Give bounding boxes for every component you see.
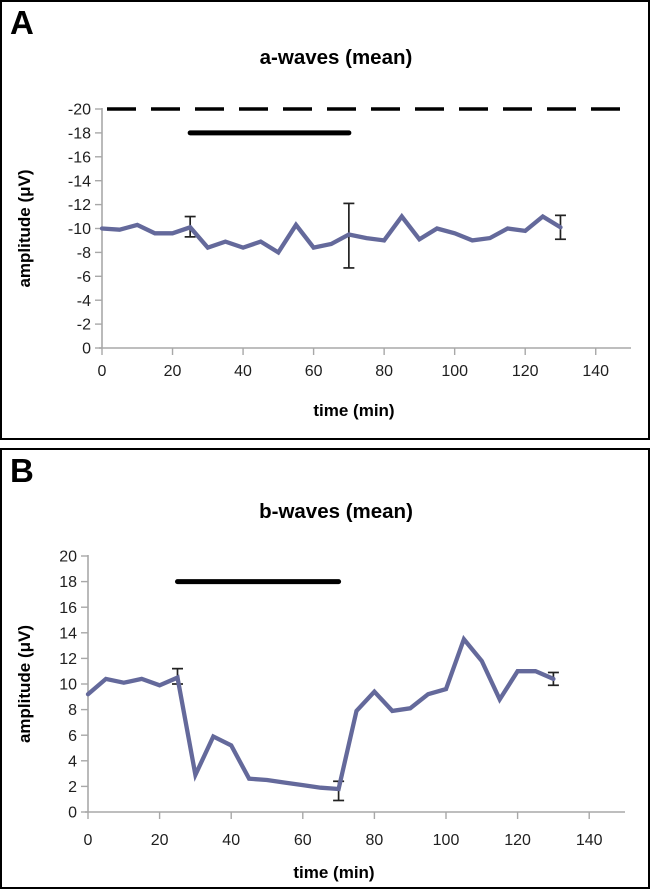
x-tick-label: 20 [151, 832, 169, 849]
x-axis-title: time (min) [293, 863, 374, 882]
y-tick-label: 18 [59, 574, 77, 591]
x-tick-label: 60 [305, 363, 323, 380]
x-tick-label: 140 [582, 363, 609, 380]
y-tick-label: -18 [68, 126, 91, 143]
y-tick-label: 2 [68, 779, 77, 796]
y-tick-label: -14 [68, 173, 91, 190]
panel-a: A a-waves (mean) amplitude (μV) time (min)… [0, 0, 650, 440]
x-tick-label: 40 [222, 832, 240, 849]
y-axis-title: amplitude (μV) [15, 169, 34, 287]
y-axis-title: amplitude (μV) [15, 625, 34, 743]
chart-title: b-waves (mean) [259, 500, 413, 523]
chart-b-waves: b-waves (mean)amplitude (μV)time (min)20… [15, 500, 625, 882]
y-tick-label: -8 [77, 245, 91, 262]
x-tick-label: 120 [504, 832, 531, 849]
y-tick-label: 0 [82, 341, 91, 358]
x-tick-label: 80 [366, 832, 384, 849]
y-tick-label: -6 [77, 269, 91, 286]
panel-b: B b-waves (mean) amplitude (μV) time (min)… [0, 448, 650, 889]
y-tick-label: 0 [68, 805, 77, 822]
y-tick-label: 12 [59, 651, 77, 668]
y-tick-label: 16 [59, 600, 77, 617]
y-tick-label: 20 [59, 549, 77, 566]
y-tick-label: 6 [68, 728, 77, 745]
panel-a-letter: A [10, 4, 34, 41]
x-tick-label: 0 [84, 832, 93, 849]
x-tick-label: 80 [375, 363, 393, 380]
x-tick-label: 40 [234, 363, 252, 380]
x-tick-label: 100 [433, 832, 460, 849]
series-line [85, 634, 556, 792]
y-tick-label: 8 [68, 702, 77, 719]
x-tick-label: 20 [164, 363, 182, 380]
y-tick-label: -16 [68, 149, 91, 166]
y-tick-label: -12 [68, 197, 91, 214]
x-tick-label: 120 [512, 363, 539, 380]
series-line [99, 212, 563, 256]
y-tick-label: -20 [68, 102, 91, 119]
x-tick-label: 140 [576, 832, 603, 849]
chart-title: a-waves (mean) [260, 46, 413, 69]
y-tick-label: 4 [68, 753, 77, 770]
x-tick-label: 0 [98, 363, 107, 380]
x-tick-label: 100 [441, 363, 468, 380]
y-tick-label: 10 [59, 677, 77, 694]
panel-b-letter: B [10, 452, 34, 489]
x-axis-title: time (min) [313, 401, 394, 420]
x-tick-label: 60 [294, 832, 312, 849]
y-tick-label: -4 [77, 293, 91, 310]
y-tick-label: -10 [68, 221, 91, 238]
y-tick-label: -2 [77, 317, 91, 334]
y-tick-label: 14 [59, 625, 77, 642]
chart-a-waves: a-waves (mean) amplitude (μV) time (min) -2… [15, 46, 631, 420]
